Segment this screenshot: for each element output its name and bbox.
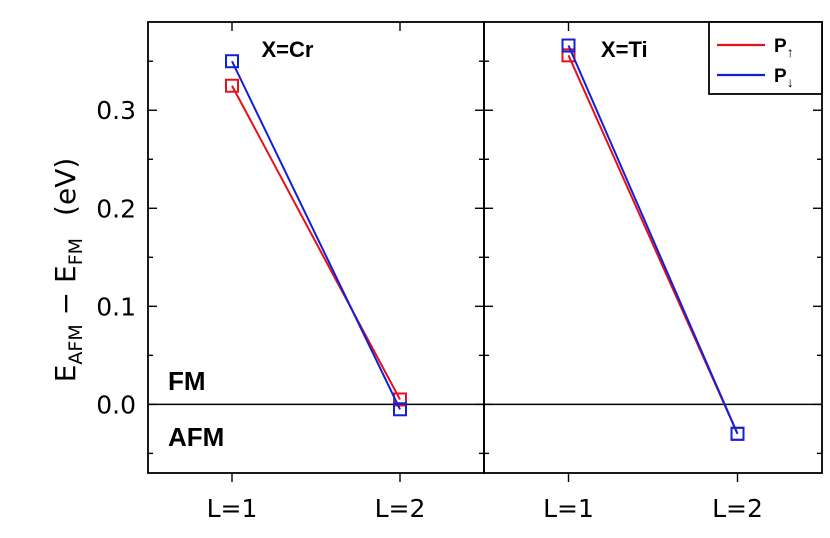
- legend: P↑ P↓: [708, 21, 823, 95]
- series-line-p-down: [567, 45, 739, 435]
- legend-entry-p-down: P↓: [774, 66, 794, 90]
- x-tick-label: L=1: [207, 494, 258, 523]
- series-line-p-down: [231, 60, 401, 410]
- legend-box: [708, 21, 823, 95]
- legend-entry-p-up: P↑: [774, 36, 794, 60]
- x-tick-label: L=1: [543, 494, 594, 523]
- y-axis-label: EAFM − EFM(eV): [49, 158, 87, 383]
- y-tick-label: 0.0: [96, 390, 136, 419]
- afm-region-label: AFM: [168, 422, 224, 452]
- y-tick-label: 0.1: [96, 292, 136, 321]
- panel-1: L=1 L=2 X=Cr: [147, 21, 485, 523]
- x-tick-label: L=2: [712, 494, 763, 523]
- data-point-marker: [225, 54, 239, 69]
- data-point-marker: [730, 426, 745, 441]
- y-tick-label: 0.2: [96, 194, 136, 223]
- data-point-marker: [225, 78, 239, 93]
- panel-title: X=Cr: [261, 37, 313, 62]
- data-point-marker: [561, 38, 576, 53]
- data-point-marker: [393, 392, 407, 407]
- panel-title: X=Ti: [601, 37, 648, 62]
- data-point-marker: [393, 402, 407, 417]
- panel-2: L=1 L=2 X=Ti: [483, 21, 823, 523]
- panel-frame: [483, 21, 823, 474]
- series-line-p-up: [231, 85, 401, 400]
- data-point-marker: [561, 48, 576, 63]
- fm-region-label: FM: [168, 366, 206, 396]
- panel-frame: [147, 21, 485, 474]
- x-tick-label: L=2: [375, 494, 426, 523]
- y-tick-label: 0.3: [96, 96, 136, 125]
